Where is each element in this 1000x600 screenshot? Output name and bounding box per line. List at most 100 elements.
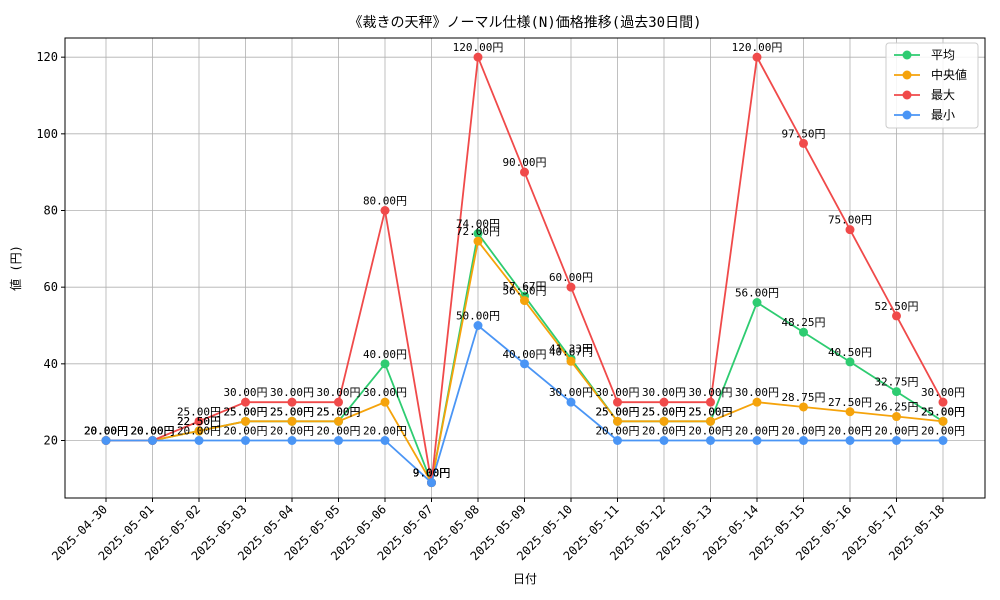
data-point xyxy=(799,402,808,412)
data-label: 25.00円 xyxy=(642,405,686,418)
data-label: 120.00円 xyxy=(453,41,504,54)
data-point xyxy=(427,478,436,488)
data-point xyxy=(659,416,669,426)
data-point xyxy=(799,436,808,445)
y-axis-title: 値 (円) xyxy=(8,245,23,291)
data-point xyxy=(334,397,343,407)
data-point xyxy=(659,397,669,407)
data-label: 20.00円 xyxy=(84,425,128,438)
data-point xyxy=(380,359,390,369)
data-label: 48.25円 xyxy=(781,316,825,329)
data-point xyxy=(752,298,762,307)
data-label: 25.00円 xyxy=(688,405,732,418)
data-point xyxy=(845,357,855,367)
data-label: 80.00円 xyxy=(363,195,407,208)
data-label: 50.00円 xyxy=(456,310,500,323)
data-label: 30.00円 xyxy=(270,386,314,399)
data-label: 26.25円 xyxy=(874,401,918,414)
legend-label: 平均 xyxy=(931,48,955,62)
data-point xyxy=(938,416,948,426)
data-label: 27.50円 xyxy=(828,396,872,409)
data-label: 20.00円 xyxy=(130,425,174,438)
data-label: 90.00円 xyxy=(502,156,546,169)
data-point xyxy=(706,416,715,426)
data-point xyxy=(520,296,529,306)
data-label: 20.00円 xyxy=(781,425,825,438)
data-label: 25.00円 xyxy=(223,405,267,418)
data-point xyxy=(659,436,669,445)
data-point xyxy=(101,436,111,445)
data-point xyxy=(706,436,715,445)
data-point xyxy=(752,397,762,407)
legend-marker xyxy=(902,50,912,60)
data-label: 30.00円 xyxy=(642,386,686,399)
data-label: 30.00円 xyxy=(735,386,779,399)
data-point xyxy=(520,167,529,177)
data-point xyxy=(287,416,297,426)
y-tick-label: 100 xyxy=(36,127,58,141)
data-label: 20.00円 xyxy=(270,425,314,438)
data-label: 25.00円 xyxy=(921,405,965,418)
data-point xyxy=(566,356,576,366)
data-label: 30.00円 xyxy=(363,386,407,399)
data-point xyxy=(287,397,297,407)
legend-label: 最小 xyxy=(931,108,955,122)
data-label: 40.67円 xyxy=(549,345,593,358)
data-point xyxy=(473,236,483,246)
data-point xyxy=(892,412,901,422)
data-label: 30.00円 xyxy=(316,386,360,399)
data-point xyxy=(845,225,855,235)
data-point xyxy=(520,359,529,369)
data-label: 9.00円 xyxy=(413,467,451,480)
data-label: 9.00円 xyxy=(413,467,451,480)
data-point xyxy=(241,436,250,445)
data-point xyxy=(194,416,204,426)
data-point xyxy=(287,436,297,445)
data-label: 9.00円 xyxy=(413,467,451,480)
legend-marker xyxy=(902,110,912,120)
chart-title: 《裁きの天秤》ノーマル仕様(N)価格推移(過去30日間) xyxy=(349,15,702,31)
data-label: 25.00円 xyxy=(642,405,686,418)
series-1 xyxy=(101,236,948,488)
y-tick-label: 20 xyxy=(44,434,58,448)
data-label: 25.00円 xyxy=(177,405,221,418)
data-point xyxy=(473,229,483,238)
data-label: 30.00円 xyxy=(549,386,593,399)
data-point xyxy=(380,436,390,445)
data-label: 22.50円 xyxy=(177,415,221,428)
data-point xyxy=(752,52,762,62)
data-point xyxy=(613,397,622,407)
data-label: 57.67円 xyxy=(502,280,546,293)
data-point xyxy=(194,426,204,436)
data-label: 20.00円 xyxy=(828,425,872,438)
data-point xyxy=(473,321,483,330)
data-point xyxy=(566,282,576,292)
data-point xyxy=(938,436,948,445)
data-label: 25.00円 xyxy=(270,405,314,418)
data-label: 40.00円 xyxy=(363,348,407,361)
data-label: 25.00円 xyxy=(316,405,360,418)
data-label: 20.00円 xyxy=(84,425,128,438)
data-point xyxy=(380,206,390,215)
data-label: 30.00円 xyxy=(595,386,639,399)
data-point xyxy=(892,387,901,397)
legend-label: 最大 xyxy=(931,88,955,102)
data-label: 72.00円 xyxy=(456,225,500,238)
data-label: 25.00円 xyxy=(595,405,639,418)
data-point xyxy=(613,436,622,445)
legend-label: 中央値 xyxy=(931,67,967,82)
data-label: 9.00円 xyxy=(413,467,451,480)
data-label: 97.50円 xyxy=(781,127,825,140)
data-point xyxy=(148,436,157,445)
data-point xyxy=(473,52,483,62)
x-axis-title: 日付 xyxy=(513,572,537,586)
data-label: 30.00円 xyxy=(921,386,965,399)
data-point xyxy=(938,397,948,407)
data-label: 28.75円 xyxy=(781,391,825,404)
data-label: 60.00円 xyxy=(549,271,593,284)
data-label: 75.00円 xyxy=(828,214,872,227)
